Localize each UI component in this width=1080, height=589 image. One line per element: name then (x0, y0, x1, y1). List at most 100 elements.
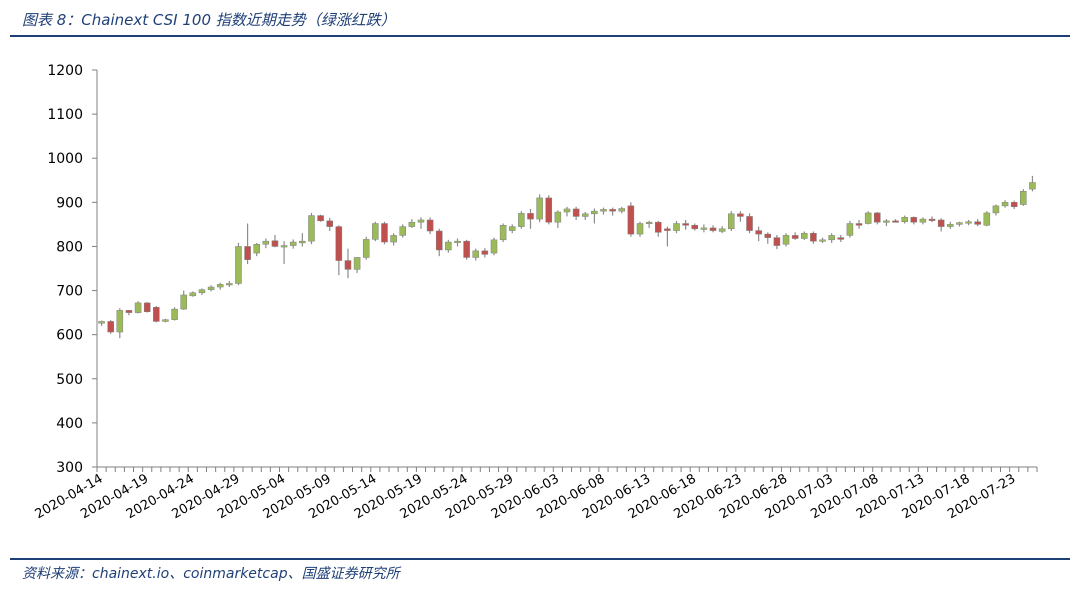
candle-body (481, 250, 489, 255)
candle-down (664, 226, 671, 247)
candle-body (618, 208, 626, 212)
candle-down (691, 223, 699, 231)
candle-up (390, 233, 397, 246)
candle-up (162, 318, 169, 323)
candle-body (344, 260, 352, 270)
candle-body (691, 225, 699, 230)
candle-up (536, 194, 543, 223)
candle-up (563, 206, 571, 217)
candle-body (326, 220, 333, 227)
candle-body (591, 210, 598, 215)
candle-down (755, 226, 762, 242)
candle-down (381, 221, 388, 245)
candle-up (226, 280, 233, 288)
candle-down (937, 218, 945, 232)
top-divider (10, 35, 1070, 37)
candle-up (728, 211, 735, 232)
candle-body (937, 219, 945, 227)
candle-body (280, 245, 288, 248)
candle-body (718, 228, 726, 232)
candle-down (746, 213, 753, 234)
candle-down (837, 234, 845, 243)
candle-up (472, 248, 479, 261)
candle-up (353, 257, 361, 273)
candle-body (171, 308, 178, 320)
candle-body (1020, 191, 1027, 205)
candle-up (490, 237, 498, 256)
candle-up (673, 220, 680, 234)
candle-body (801, 232, 808, 239)
candle-body (883, 220, 890, 223)
candle-down (125, 309, 133, 316)
candle-body (910, 217, 918, 223)
candle-up (299, 233, 306, 247)
candle-body (563, 208, 571, 213)
candle-body (846, 223, 854, 236)
candle-body (317, 215, 324, 222)
candle-body (992, 205, 1000, 214)
candles (98, 175, 1036, 339)
candle-body (527, 213, 534, 220)
candle-up (362, 236, 370, 260)
candle-body (1001, 202, 1009, 207)
candle-body (947, 224, 954, 227)
candle-up (581, 212, 589, 220)
candle-body (335, 226, 343, 261)
candle-down (773, 234, 781, 250)
candle-body (372, 223, 379, 240)
candle-up (846, 220, 854, 238)
candle-body (162, 319, 169, 322)
candle-body (1010, 202, 1018, 207)
y-tick-label: 500 (56, 372, 83, 388)
candle-up (819, 237, 826, 243)
candle-up (499, 223, 507, 243)
x-axis: 2020-04-142020-04-192020-04-242020-04-29… (33, 466, 1038, 522)
candle-body (417, 219, 425, 223)
candle-up (262, 238, 270, 249)
candle-down (810, 231, 817, 244)
candle-up (372, 221, 379, 242)
candle-down (910, 216, 918, 225)
candle-down (609, 207, 616, 216)
y-tick-label: 1100 (47, 107, 83, 123)
candle-body (645, 221, 653, 224)
candle-down (527, 208, 534, 229)
candle-body (682, 223, 689, 226)
candle-body (700, 227, 708, 230)
candle-body (810, 232, 817, 242)
figure-title: 图表 8：Chainext CSI 100 指数近期走势（绿涨红跌） (22, 11, 396, 29)
candle-body (928, 218, 936, 221)
candle-body (773, 237, 781, 246)
candle-body (399, 226, 406, 236)
candle-body (974, 221, 981, 225)
candle-up (965, 219, 972, 226)
candle-body (244, 246, 251, 260)
candle-body (965, 221, 972, 224)
candle-down (244, 223, 251, 265)
candle-body (1029, 182, 1036, 190)
candle-up (554, 210, 562, 228)
candle-body (518, 213, 525, 227)
candle-body (819, 239, 826, 242)
candle-up (883, 219, 890, 227)
candle-body (828, 235, 835, 241)
candle-up (189, 291, 197, 297)
candle-down (326, 217, 333, 232)
y-tick-label: 900 (56, 195, 83, 211)
candle-down (545, 195, 553, 225)
candle-body (892, 220, 899, 223)
candle-down (764, 232, 772, 244)
bottom-divider (10, 558, 1070, 560)
candle-body (746, 216, 753, 231)
candle-up (983, 211, 991, 227)
candle-down (627, 202, 635, 237)
candle-body (764, 233, 772, 238)
candle-down (107, 320, 114, 334)
candle-up (207, 285, 215, 292)
candle-down (655, 220, 662, 237)
candle-up (956, 221, 963, 227)
y-tick-label: 600 (56, 328, 83, 344)
candle-up (864, 211, 872, 225)
candle-body (134, 302, 142, 313)
candle-up (253, 242, 260, 257)
